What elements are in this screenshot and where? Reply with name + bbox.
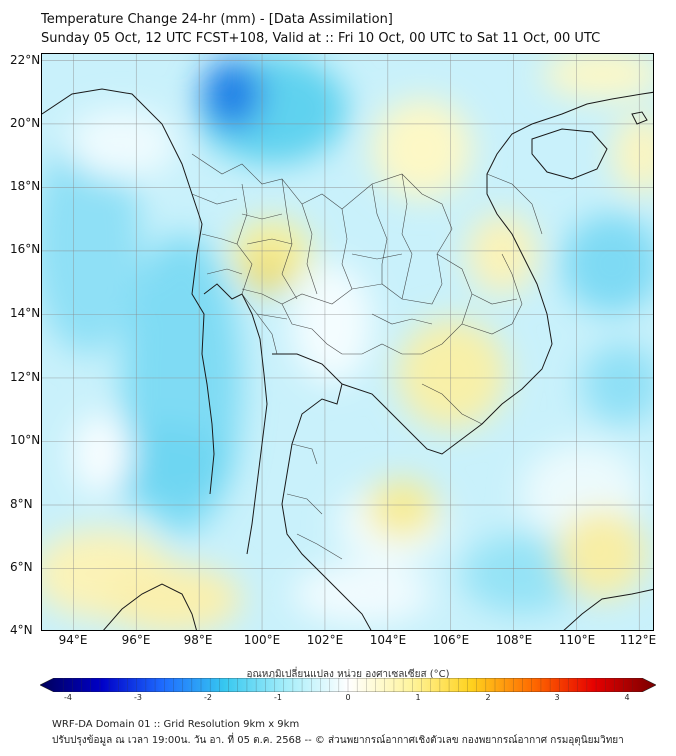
lat-label-14: 14°N: [10, 306, 41, 320]
temperature-field: [42, 54, 653, 630]
colorbar-tick: -3: [134, 693, 142, 702]
lon-label-102: 102°E: [306, 633, 344, 647]
colorbar-tick: 2: [485, 693, 491, 702]
graticule: [42, 54, 653, 630]
lon-label-110: 110°E: [558, 633, 596, 647]
lon-label-104: 104°E: [369, 633, 407, 647]
coastlines: [42, 88, 653, 630]
lon-label-106: 106°E: [432, 633, 470, 647]
lon-label-94: 94°E: [58, 633, 88, 647]
lon-label-96: 96°E: [121, 633, 151, 647]
map-panel: [41, 53, 654, 631]
lat-label-8: 8°N: [10, 497, 33, 511]
colorbar-tick: 1: [415, 693, 421, 702]
colorbar-tick: 4: [624, 693, 630, 702]
lon-label-112: 112°E: [619, 633, 657, 647]
lat-label-22: 22°N: [10, 53, 41, 67]
colorbar-tick: -2: [204, 693, 212, 702]
update-info: ปรับปรุงข้อมูล ณ เวลา 19:00น. วัน อา. ที…: [52, 735, 624, 746]
lon-label-100: 100°E: [243, 633, 281, 647]
map-subtitle: Sunday 05 Oct, 12 UTC FCST+108, Valid at…: [41, 31, 601, 46]
lat-label-12: 12°N: [10, 370, 41, 384]
colorbar-tick: 3: [554, 693, 560, 702]
colorbar-tick: -4: [64, 693, 72, 702]
lat-label-6: 6°N: [10, 560, 33, 574]
colorbar-label: อุณหภูมิเปลี่ยนแปลง หน่วย องศาเซลเซียส (…: [246, 669, 450, 680]
lat-label-4: 4°N: [10, 623, 33, 637]
lat-label-20: 20°N: [10, 116, 41, 130]
lon-label-98: 98°E: [183, 633, 213, 647]
lat-label-18: 18°N: [10, 179, 41, 193]
temperature-change-map: [42, 54, 653, 630]
colorbar: [40, 678, 656, 692]
map-title: Temperature Change 24-hr (mm) - [Data As…: [41, 12, 393, 27]
lon-label-108: 108°E: [495, 633, 533, 647]
colorbar-tick: -1: [274, 693, 282, 702]
colorbar-tick: 0: [345, 693, 351, 702]
model-info: WRF-DA Domain 01 :: Grid Resolution 9km …: [52, 719, 300, 730]
province-borders: [191, 153, 543, 560]
lat-label-16: 16°N: [10, 242, 41, 256]
lat-label-10: 10°N: [10, 433, 41, 447]
